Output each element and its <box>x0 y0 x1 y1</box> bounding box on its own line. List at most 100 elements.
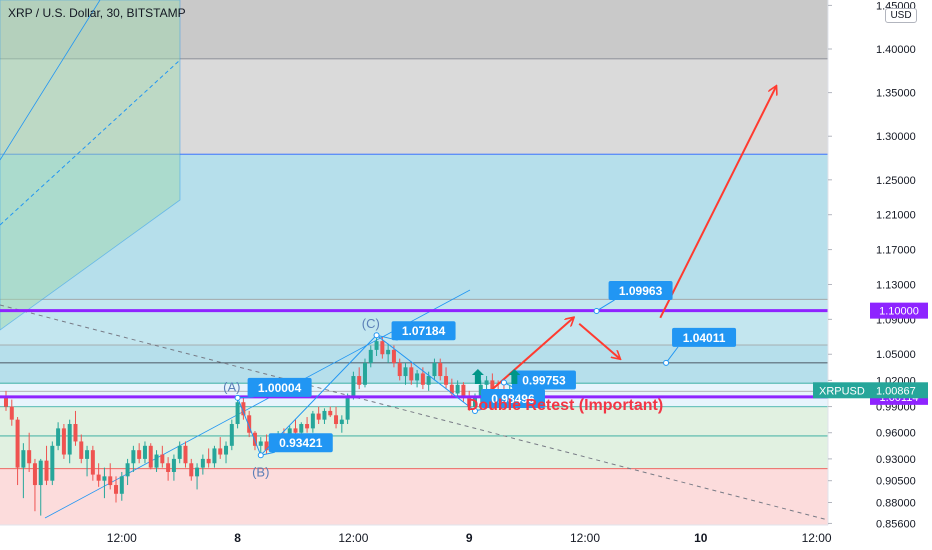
candle-body <box>334 415 339 425</box>
channel-upper-line <box>0 0 101 161</box>
candle-body <box>50 445 55 481</box>
level-price-tag[interactable] <box>870 302 928 319</box>
arrow-up-second <box>659 87 776 319</box>
zone-band <box>0 406 828 436</box>
abc-path <box>237 334 476 457</box>
label-100004: 1.00004 <box>258 381 302 395</box>
candle-body <box>38 460 43 486</box>
zone-band <box>0 391 828 407</box>
candle-body <box>137 450 142 459</box>
candle-body <box>472 397 477 407</box>
candle-body <box>397 362 402 377</box>
candle-body <box>258 441 263 446</box>
y-tick-label: 1.13000 <box>876 279 916 291</box>
candle-body <box>380 341 385 355</box>
x-tick-label: 9 <box>466 531 473 545</box>
x-tick-label: 12:00 <box>338 531 368 545</box>
price-axis-background <box>828 0 932 550</box>
x-tick-label: 10 <box>694 531 708 545</box>
level-price-tag-label: 1.10000 <box>879 306 919 318</box>
candle-body <box>235 402 240 425</box>
callout-box <box>511 370 576 390</box>
chart-title: XRP / U.S. Dollar, 30, BITSTAMP <box>8 6 186 20</box>
zone-band <box>0 383 828 392</box>
y-tick-label: 0.93000 <box>876 454 916 466</box>
zone-band <box>0 435 828 469</box>
y-tick-label: 0.85600 <box>876 518 916 530</box>
callout-anchor <box>257 452 264 459</box>
projection-layer <box>237 87 776 457</box>
candle-body <box>461 384 466 398</box>
zone-band <box>0 345 828 363</box>
candle-body <box>90 450 95 475</box>
candle-body <box>310 413 315 429</box>
candle-body <box>490 380 495 390</box>
candle-body <box>195 467 200 477</box>
candle-body <box>171 458 176 472</box>
label-107184: 1.07184 <box>402 324 446 338</box>
candle-body <box>299 424 304 433</box>
candle-body <box>114 485 119 494</box>
candle-body <box>9 406 14 420</box>
candle-body <box>154 454 159 468</box>
candle-body <box>478 384 483 398</box>
wave-label: (B) <box>252 464 269 479</box>
double-retest-label: Double Retest (Important) <box>467 397 663 414</box>
candle-body <box>415 373 420 381</box>
y-tick-label: 1.40000 <box>876 44 916 56</box>
candle-body <box>293 428 298 433</box>
candle-body <box>32 463 37 486</box>
candle-body <box>403 367 408 377</box>
x-tick-label: 12:00 <box>802 531 832 545</box>
callout-box <box>391 321 456 341</box>
callout-box <box>672 327 737 347</box>
zone-band <box>0 468 828 525</box>
candle-body <box>142 445 147 459</box>
candle-body <box>328 410 333 416</box>
candle-body <box>56 428 61 446</box>
callout-box <box>608 280 673 300</box>
candle-body <box>264 441 269 451</box>
y-tick-label: 1.25000 <box>876 175 916 187</box>
candle-body <box>183 445 188 464</box>
zone-band <box>0 362 828 384</box>
candle-body <box>15 419 20 468</box>
candle-body <box>85 450 90 459</box>
candle-body <box>455 384 460 394</box>
arrow-up-first <box>491 318 573 391</box>
callout-anchor <box>663 359 670 366</box>
dashed-channel-midline <box>0 59 181 226</box>
candle-body <box>96 474 101 481</box>
currency-selector[interactable]: USD <box>885 8 917 23</box>
candle-body <box>27 450 32 464</box>
candle-body <box>148 445 153 468</box>
candle-body <box>241 402 246 416</box>
candle-body <box>108 476 113 486</box>
candle-body <box>432 362 437 377</box>
candle-body <box>131 450 136 464</box>
x-tick-label: 12:00 <box>107 531 137 545</box>
y-tick-label: 0.96000 <box>876 428 916 440</box>
candle-body <box>467 397 472 407</box>
candle-body <box>438 362 443 377</box>
candle-body <box>21 450 26 468</box>
current-price-tag[interactable] <box>813 382 928 399</box>
y-tick-label: 1.35000 <box>876 88 916 100</box>
callout-anchor <box>471 407 478 414</box>
y-tick-label: 0.88000 <box>876 498 916 510</box>
candle-body <box>322 410 327 420</box>
candle-body <box>368 349 373 363</box>
candle-body <box>44 460 49 481</box>
channel-fill <box>0 0 180 330</box>
callout-anchor <box>500 379 507 386</box>
y-tick-label: 1.05000 <box>876 349 916 361</box>
candle-body <box>67 424 72 455</box>
candle-body <box>177 445 182 459</box>
candle-body <box>247 415 252 433</box>
candle-body <box>357 376 362 385</box>
zones-layer <box>0 0 828 525</box>
candle-body <box>339 419 344 425</box>
current-price-symbol: XRPUSD <box>819 385 865 397</box>
x-tick-label: 12:00 <box>570 531 600 545</box>
